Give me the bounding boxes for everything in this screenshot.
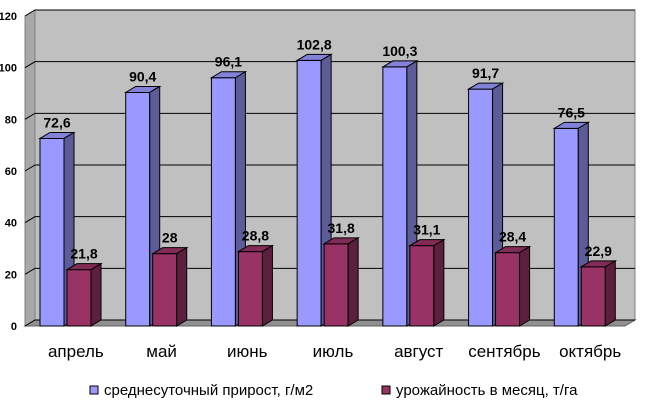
gridline (24, 164, 635, 172)
bar-front (152, 253, 178, 327)
legend-label: урожайность в месяц, т/га (396, 382, 578, 399)
y-tick-label: 100 (0, 63, 17, 75)
legend-swatch (89, 385, 99, 395)
data-label: 21,8 (70, 246, 97, 262)
bar-front (66, 269, 92, 327)
y-tick-label: 60 (5, 166, 17, 178)
bar-side (176, 246, 188, 327)
bar (236, 244, 275, 327)
bar-side (604, 259, 616, 327)
bar-front (468, 88, 494, 327)
y-tick-label: 80 (5, 114, 17, 126)
data-label: 28 (162, 230, 178, 246)
data-label: 96,1 (215, 54, 242, 70)
bar-front (580, 266, 606, 327)
data-label: 28,4 (499, 229, 526, 245)
bar-front (553, 127, 579, 327)
y-tick-label: 0 (11, 321, 17, 333)
bar-front (382, 66, 408, 327)
y-axis-ticks: 0 20 40 60 80 100 120 (0, 11, 17, 333)
data-label: 100,3 (382, 43, 417, 59)
bar-side (261, 244, 273, 327)
y-tick-label: 120 (0, 11, 17, 23)
data-label: 22,9 (585, 243, 612, 259)
legend-swatch (381, 385, 391, 395)
bar-front (125, 91, 151, 327)
category-label: сентябрь (468, 342, 541, 361)
bar (65, 262, 103, 327)
bar-front (409, 245, 435, 327)
bar (493, 245, 532, 327)
bars (38, 53, 618, 327)
data-label: 31,1 (413, 222, 440, 238)
gridline (24, 112, 635, 120)
bar-front (495, 252, 521, 327)
y-tick-label: 40 (5, 218, 17, 230)
data-label: 90,4 (129, 68, 156, 84)
gridline (24, 61, 635, 69)
category-label: апрель (48, 342, 104, 361)
bar-front (237, 251, 263, 327)
category-label: август (394, 342, 443, 361)
data-label: 76,5 (558, 104, 585, 120)
legend-item: урожайность в месяц, т/га (381, 382, 578, 399)
bar-front (296, 59, 322, 327)
gridline (24, 216, 635, 224)
bar (150, 246, 189, 327)
legend-item: среднесуточный прирост, г/м2 (89, 382, 313, 399)
bar (466, 82, 505, 327)
bar-front (39, 137, 65, 327)
category-label: июнь (227, 342, 268, 361)
bar-side (433, 238, 445, 327)
bar (579, 259, 618, 327)
data-labels: 72,6 21,8 90,4 28 96,1 28,8 102,8 31,8 100,3 31,1… (43, 36, 612, 261)
data-label: 91,7 (472, 65, 499, 81)
category-label: май (146, 342, 177, 361)
category-label: октябрь (559, 342, 621, 361)
bar-front (210, 77, 236, 327)
bar-side (519, 245, 531, 327)
bar-front (323, 243, 349, 327)
data-label: 31,8 (328, 220, 355, 236)
bar-side (347, 236, 359, 327)
legend-label: среднесуточный прирост, г/м2 (104, 382, 313, 399)
gridline (24, 9, 635, 17)
bar-side (90, 262, 102, 327)
y-tick-label: 20 (5, 269, 17, 281)
data-label: 28,8 (242, 228, 269, 244)
category-label: июль (313, 342, 354, 361)
data-label: 102,8 (297, 36, 332, 52)
legend: среднесуточный прирост, г/м2 урожайность … (89, 382, 578, 399)
bar (322, 236, 360, 327)
x-axis-categories: апрель май июнь июль август сентябрь октябрь (48, 342, 621, 361)
bar (408, 238, 446, 327)
data-label: 72,6 (43, 114, 70, 130)
